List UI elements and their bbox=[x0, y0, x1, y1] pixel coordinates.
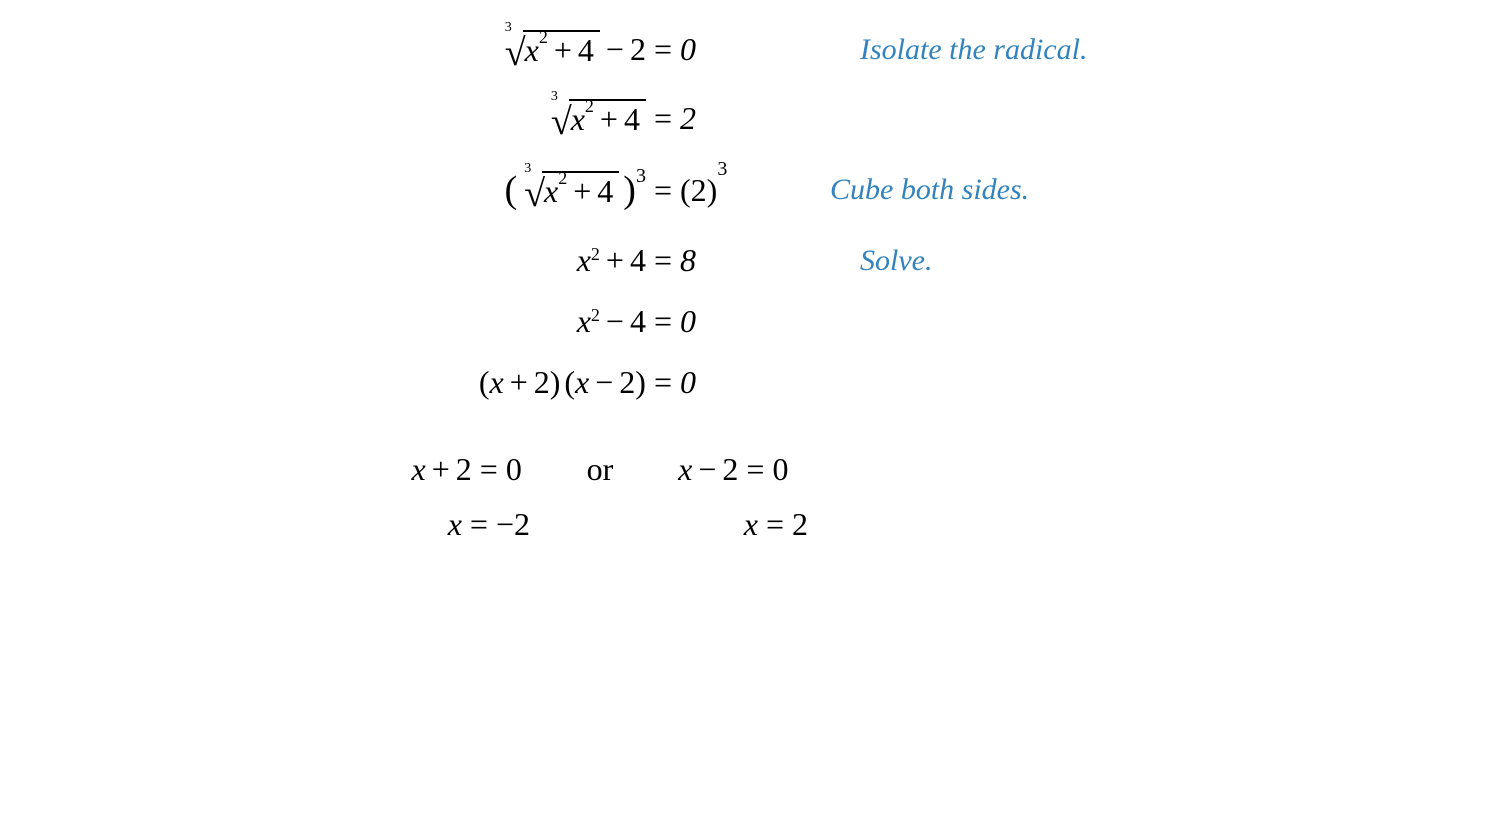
plus-op: + bbox=[594, 101, 624, 137]
rhs-2: 2 bbox=[680, 100, 740, 137]
step-3-lhs: ( 3 √ x2+4 ) 3 = (2)3 bbox=[505, 168, 740, 212]
var-x: x bbox=[577, 242, 591, 279]
open-paren: ( bbox=[479, 364, 490, 401]
const-2: 2 bbox=[534, 364, 550, 401]
rhs-8: 8 bbox=[680, 242, 740, 279]
radicand: x2+4 bbox=[542, 171, 619, 210]
step-4-lhs: x2 + 4 = 8 bbox=[577, 242, 740, 279]
equals-sign: = bbox=[646, 364, 680, 401]
solution-val-left: x=−2 bbox=[350, 506, 540, 543]
step-2-lhs: 3 √ x2+4 = 2 bbox=[544, 99, 740, 138]
rhs-0: 0 bbox=[680, 364, 740, 401]
rhs-0: 0 bbox=[680, 303, 740, 340]
step-6: ( x + 2 ) ( x − 2 ) = 0 bbox=[0, 364, 1500, 401]
rhs-2-cubed: (2)3 bbox=[680, 172, 740, 209]
var-x: x bbox=[678, 451, 692, 487]
radicand: x2+4 bbox=[523, 30, 600, 69]
exponent: 2 bbox=[539, 27, 548, 47]
const-neg-2: −2 bbox=[496, 506, 530, 542]
open-paren: ( bbox=[505, 168, 518, 212]
plus-op: + bbox=[548, 32, 578, 68]
equals-sign: = bbox=[646, 100, 680, 137]
exponent: 2 bbox=[558, 168, 567, 188]
const-4: 4 bbox=[630, 242, 646, 279]
close-paren: ) bbox=[635, 364, 646, 401]
rhs-0: 0 bbox=[680, 31, 740, 68]
const-4: 4 bbox=[630, 303, 646, 340]
worked-example: 3 √ x2+4 − 2 = 0 Isolate the radical. 3 … bbox=[0, 0, 1500, 543]
var-x: x bbox=[544, 173, 558, 209]
const-0: 0 bbox=[772, 451, 788, 487]
equals-sign: = bbox=[646, 31, 680, 68]
close-paren: ) bbox=[550, 364, 561, 401]
var-x: x bbox=[448, 506, 462, 542]
step-1: 3 √ x2+4 − 2 = 0 Isolate the radical. bbox=[0, 30, 1500, 69]
plus-op: + bbox=[426, 451, 456, 487]
solution-row-2: x=−2 x=2 bbox=[0, 506, 1200, 543]
const-2: 2 bbox=[792, 506, 808, 542]
solutions-block: x+2=0 or x−2=0 x=−2 x=2 bbox=[0, 451, 1500, 543]
step-3: ( 3 √ x2+4 ) 3 = (2)3 Cube both sides. bbox=[0, 168, 1500, 212]
exponent: 2 bbox=[591, 305, 600, 326]
step-4: x2 + 4 = 8 Solve. bbox=[0, 242, 1500, 279]
close-paren: ) bbox=[623, 168, 636, 212]
step-5-lhs: x2 − 4 = 0 bbox=[577, 303, 740, 340]
equals-sign: = bbox=[646, 242, 680, 279]
cube-root: 3 √ x2+4 bbox=[517, 171, 619, 210]
const-2: 2 bbox=[630, 31, 646, 68]
outer-exponent-3: 3 bbox=[717, 158, 727, 180]
open-paren: ( bbox=[680, 172, 691, 208]
annotation-cube: Cube both sides. bbox=[740, 173, 1029, 207]
step-6-lhs: ( x + 2 ) ( x − 2 ) = 0 bbox=[479, 364, 740, 401]
const-4: 4 bbox=[597, 173, 613, 209]
equals-sign: = bbox=[738, 451, 772, 487]
var-x: x bbox=[571, 101, 585, 137]
cube-root: 3 √ x2+4 bbox=[544, 99, 646, 138]
annotation-isolate: Isolate the radical. bbox=[740, 33, 1087, 67]
var-x: x bbox=[744, 506, 758, 542]
const-2: 2 bbox=[722, 451, 738, 487]
solution-eq-left: x+2=0 bbox=[377, 451, 557, 488]
or-text: or bbox=[557, 451, 644, 488]
radicand: x2+4 bbox=[569, 99, 646, 138]
var-x: x bbox=[489, 364, 503, 401]
exponent: 2 bbox=[585, 96, 594, 116]
var-x: x bbox=[412, 451, 426, 487]
minus-op: − bbox=[692, 451, 722, 487]
close-paren: ) bbox=[707, 172, 718, 208]
equals-sign: = bbox=[646, 172, 680, 209]
var-x: x bbox=[525, 32, 539, 68]
minus-op: − bbox=[589, 364, 619, 401]
const-2: 2 bbox=[619, 364, 635, 401]
var-x: x bbox=[575, 364, 589, 401]
minus-op: − bbox=[600, 31, 630, 68]
exponent: 2 bbox=[591, 244, 600, 265]
plus-op: + bbox=[567, 173, 597, 209]
solution-val-right: x=2 bbox=[628, 506, 850, 543]
equals-sign: = bbox=[472, 451, 506, 487]
plus-op: + bbox=[600, 242, 630, 279]
cube-root: 3 √ x2+4 bbox=[498, 30, 600, 69]
plus-op: + bbox=[504, 364, 534, 401]
equals-sign: = bbox=[758, 506, 792, 542]
minus-op: − bbox=[600, 303, 630, 340]
outer-exponent-3: 3 bbox=[636, 165, 646, 188]
const-2: 2 bbox=[456, 451, 472, 487]
solution-row-1: x+2=0 or x−2=0 bbox=[0, 451, 1200, 488]
open-paren: ( bbox=[564, 364, 575, 401]
const-0: 0 bbox=[506, 451, 522, 487]
var-x: x bbox=[577, 303, 591, 340]
step-5: x2 − 4 = 0 bbox=[0, 303, 1500, 340]
solution-eq-right: x−2=0 bbox=[643, 451, 823, 488]
step-1-lhs: 3 √ x2+4 − 2 = 0 bbox=[498, 30, 740, 69]
equals-sign: = bbox=[646, 303, 680, 340]
const-4: 4 bbox=[624, 101, 640, 137]
equals-sign: = bbox=[462, 506, 496, 542]
annotation-solve: Solve. bbox=[740, 244, 932, 278]
const-4: 4 bbox=[578, 32, 594, 68]
step-2: 3 √ x2+4 = 2 bbox=[0, 99, 1500, 138]
const-2: 2 bbox=[691, 172, 707, 208]
